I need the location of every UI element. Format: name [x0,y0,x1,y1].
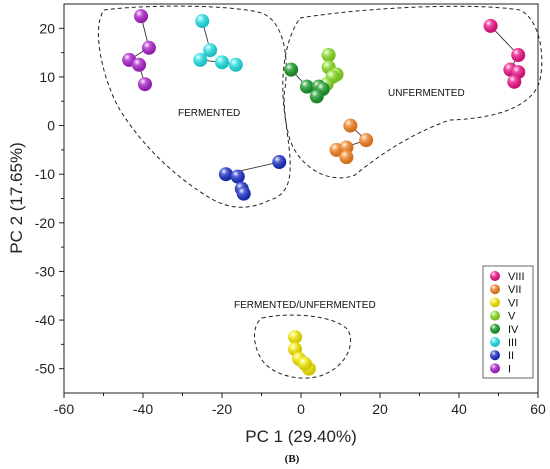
data-point-shine [321,48,336,63]
data-point-shine [137,77,152,92]
data-point-shine [195,14,210,29]
data-point-shine [284,62,299,77]
x-tick-label: -40 [133,401,153,417]
x-tick-label: -20 [212,401,232,417]
legend-label: VIII [508,271,525,283]
y-tick-label: 0 [47,118,55,134]
fermented-unfermented-cluster-outline [254,314,352,379]
series-viii [483,18,526,89]
panel-label: (B) [285,453,300,465]
x-axis-title: PC 1 (29.40%) [245,427,357,446]
legend-label: VII [508,284,521,296]
y-tick-label: -50 [35,361,55,377]
legend-marker-shine [490,350,500,361]
data-point-shine [215,55,229,70]
y-tick-label: 10 [39,69,55,85]
data-point-shine [288,330,303,345]
x-tick-label: 60 [530,401,546,417]
y-axis-title: PC 2 (17.65%) [7,142,26,254]
y-tick-label: 20 [39,20,55,36]
y-tick-label: -40 [35,312,55,328]
legend-label: VI [508,297,518,309]
data-point-shine [299,79,314,94]
legend-entry-vii: VII [490,284,521,296]
y-tick-label: -30 [35,263,55,279]
legend-label: V [508,311,516,323]
data-point-shine [339,140,354,155]
series-layer [122,9,526,376]
legend-entry-iii: III [490,337,517,349]
series-vi [288,330,316,376]
legend-label: IV [508,324,519,336]
data-point-shine [193,52,208,67]
y-axis: 20 10 0 -10 -20 -30 -40 -50 [35,20,64,377]
legend-marker-shine [490,337,500,347]
legend-entry-viii: VIII [490,271,525,283]
data-point-shine [507,74,522,89]
data-point-shine [511,48,526,63]
data-point-shine [309,89,324,104]
legend-label: III [508,337,517,349]
legend-entry-ii: II [490,350,514,362]
data-point-shine [359,133,374,148]
fermented-cluster-outline [97,5,291,208]
legend-label: II [508,350,514,362]
legend-marker-shine [490,363,500,374]
legend-label: I [508,363,511,375]
data-point-shine [203,43,218,58]
data-point-shine [218,167,233,182]
x-tick-label: 0 [297,401,305,417]
cluster-label-fermented: FERMENTED [178,108,240,119]
cluster-label-fermented-unfermented: FERMENTED/UNFERMENTED [234,300,376,311]
legend-marker-shine [490,297,500,308]
data-point-shine [272,155,287,170]
y-tick-label: -10 [35,166,55,182]
legend-box [482,265,534,379]
data-point-shine [134,9,149,24]
series-vii [329,118,374,165]
legend-entry-vi: VI [490,297,518,309]
legend-marker-shine [490,271,500,281]
legend-entry-i: I [490,363,511,375]
data-point-shine [483,18,498,33]
data-point-shine [228,57,243,72]
series-ii [218,155,287,201]
x-tick-label: 20 [372,401,388,417]
cluster-label-unfermented: UNFERMENTED [388,88,465,99]
legend-marker-shine [490,323,500,334]
series-iv [284,62,330,104]
unfermented-cluster-outline [282,5,543,179]
data-point-shine [230,169,245,184]
legend-entry-iv: IV [490,323,519,336]
data-point-shine [297,356,312,371]
x-tick-label: 40 [451,401,467,417]
x-tick-label: -60 [54,401,74,417]
legend-marker-shine [490,284,500,295]
x-axis: -60 -40 -20 0 20 40 60 [54,393,546,417]
legend-marker-shine [490,310,500,321]
data-point-shine [343,118,358,133]
legend-entry-v: V [490,310,516,323]
data-point-shine [132,57,147,72]
data-point-shine [141,40,156,55]
data-point-shine [236,186,251,201]
data-point-shine [339,150,354,165]
y-tick-label: -20 [35,215,55,231]
series-i [122,9,156,92]
series-iii [193,14,243,72]
